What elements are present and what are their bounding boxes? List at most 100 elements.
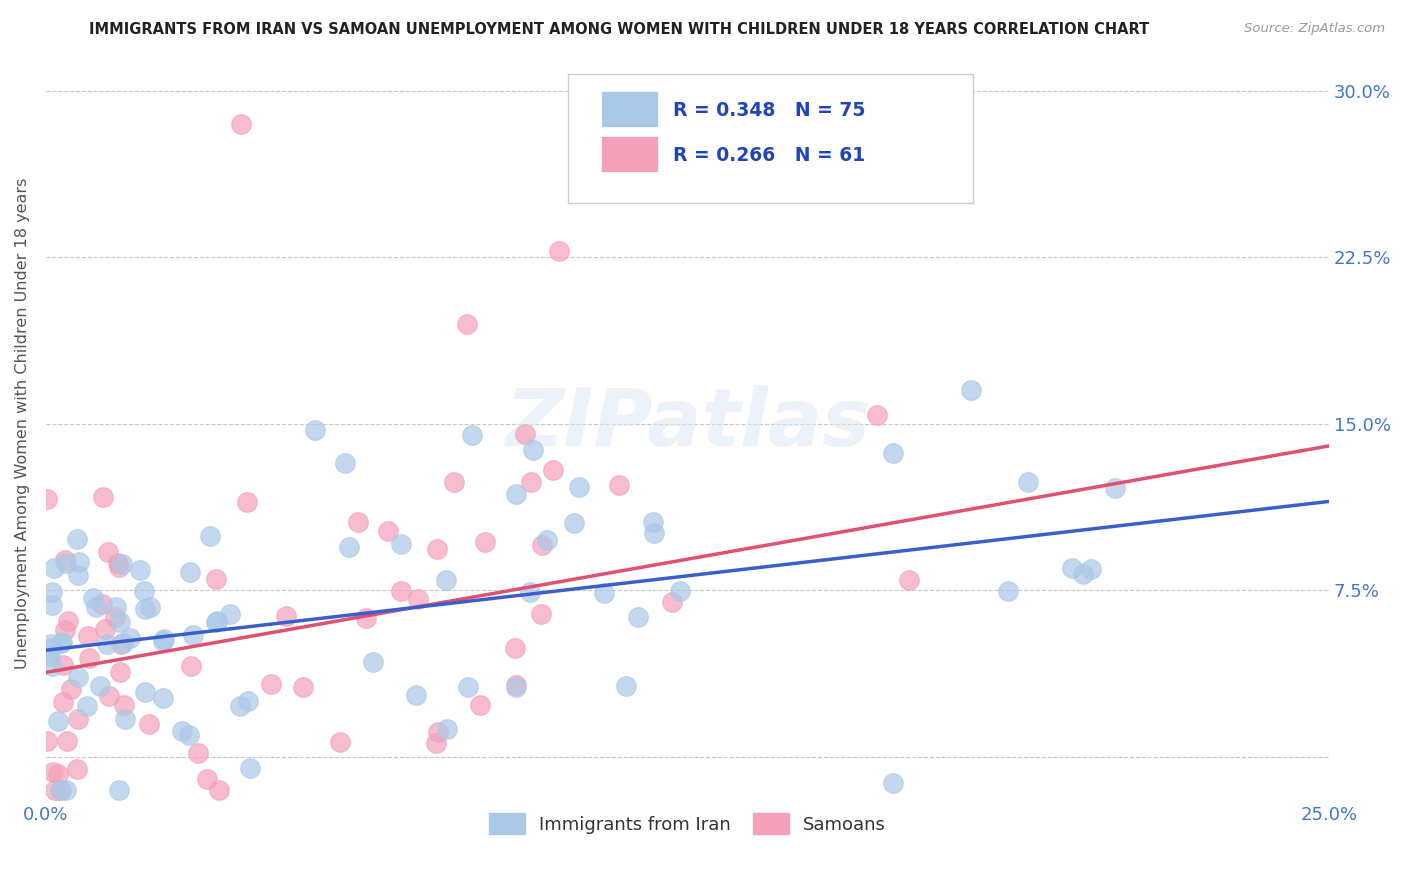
Point (58, 615, 80, 629)
Text: IMMIGRANTS FROM IRAN VS SAMOAN UNEMPLOYMENT AMONG WOMEN WITH CHILDREN UNDER 18 Y: IMMIGRANTS FROM IRAN VS SAMOAN UNEMPLOYM… (89, 22, 1149, 37)
Point (882, 445, 904, 459)
Point (207, 615, 229, 629)
Point (77, 651, 100, 665)
Point (41, 599, 63, 613)
Point (239, 761, 262, 775)
Point (183, 628, 205, 642)
Point (42, 764, 65, 779)
Point (456, 317, 478, 331)
Point (229, 698, 252, 713)
Point (530, 607, 553, 621)
Point (39, 640, 62, 655)
Point (94, 622, 117, 636)
Point (37, 491, 59, 506)
Point (522, 443, 544, 458)
Point (41, 659, 63, 673)
Point (108, 559, 131, 574)
Point (208, 783, 231, 797)
Point (187, 747, 209, 761)
Point (37, 733, 59, 747)
Point (548, 244, 571, 258)
Point (661, 595, 683, 609)
Point (531, 539, 554, 553)
Point (1071, 566, 1094, 581)
Point (98, 689, 121, 703)
Point (107, 556, 129, 570)
Point (177, 728, 200, 742)
Point (111, 557, 134, 571)
Point (77, 630, 100, 644)
Point (405, 689, 427, 703)
Point (195, 772, 218, 786)
Point (474, 535, 496, 549)
Point (997, 583, 1019, 598)
Point (200, 529, 222, 543)
Point (470, 698, 492, 712)
Point (91, 491, 114, 505)
Point (44, 783, 66, 797)
Point (443, 475, 465, 489)
Point (53, 623, 76, 637)
Point (276, 609, 298, 624)
Point (51, 635, 73, 649)
Point (505, 486, 527, 500)
Point (56, 734, 79, 748)
Point (337, 540, 360, 554)
FancyBboxPatch shape (568, 74, 973, 203)
Point (503, 640, 526, 655)
Point (179, 565, 201, 579)
Point (668, 583, 690, 598)
Point (134, 685, 156, 699)
Point (304, 423, 326, 437)
Point (90, 598, 112, 612)
Point (513, 427, 536, 442)
Point (46, 714, 69, 728)
Point (205, 572, 228, 586)
Point (76, 699, 98, 714)
Point (132, 583, 155, 598)
Point (866, 409, 889, 423)
Point (180, 659, 202, 673)
Point (389, 583, 412, 598)
Point (1017, 475, 1039, 490)
Point (426, 541, 449, 556)
Point (67, 713, 90, 727)
Point (53, 553, 76, 567)
Point (41, 584, 63, 599)
Point (607, 478, 630, 492)
Point (235, 494, 257, 508)
Point (39, 637, 62, 651)
Point (505, 681, 527, 695)
Point (139, 599, 162, 614)
Y-axis label: Unemployment Among Women with Children Under 18 years: Unemployment Among Women with Children U… (15, 178, 30, 669)
Point (66, 670, 89, 684)
Point (461, 427, 484, 442)
Point (260, 677, 283, 691)
Point (52, 658, 75, 673)
Point (49, 636, 72, 650)
Point (457, 681, 479, 695)
Point (434, 574, 457, 588)
Point (505, 677, 527, 691)
Point (562, 516, 585, 530)
Point (882, 776, 904, 790)
Point (614, 679, 637, 693)
Point (66, 532, 89, 546)
Point (347, 515, 370, 529)
Point (1062, 561, 1084, 575)
Point (112, 698, 135, 713)
Bar (602, 136, 658, 172)
Point (110, 637, 132, 651)
Point (519, 585, 541, 599)
Point (536, 533, 558, 548)
Point (96, 637, 118, 651)
Point (627, 610, 650, 624)
Text: R = 0.266   N = 61: R = 0.266 N = 61 (673, 146, 865, 165)
Point (204, 615, 226, 629)
Point (238, 694, 260, 708)
Point (152, 634, 174, 648)
Point (59, 681, 82, 696)
Point (38, 649, 60, 664)
Point (107, 783, 129, 797)
Point (436, 723, 458, 737)
